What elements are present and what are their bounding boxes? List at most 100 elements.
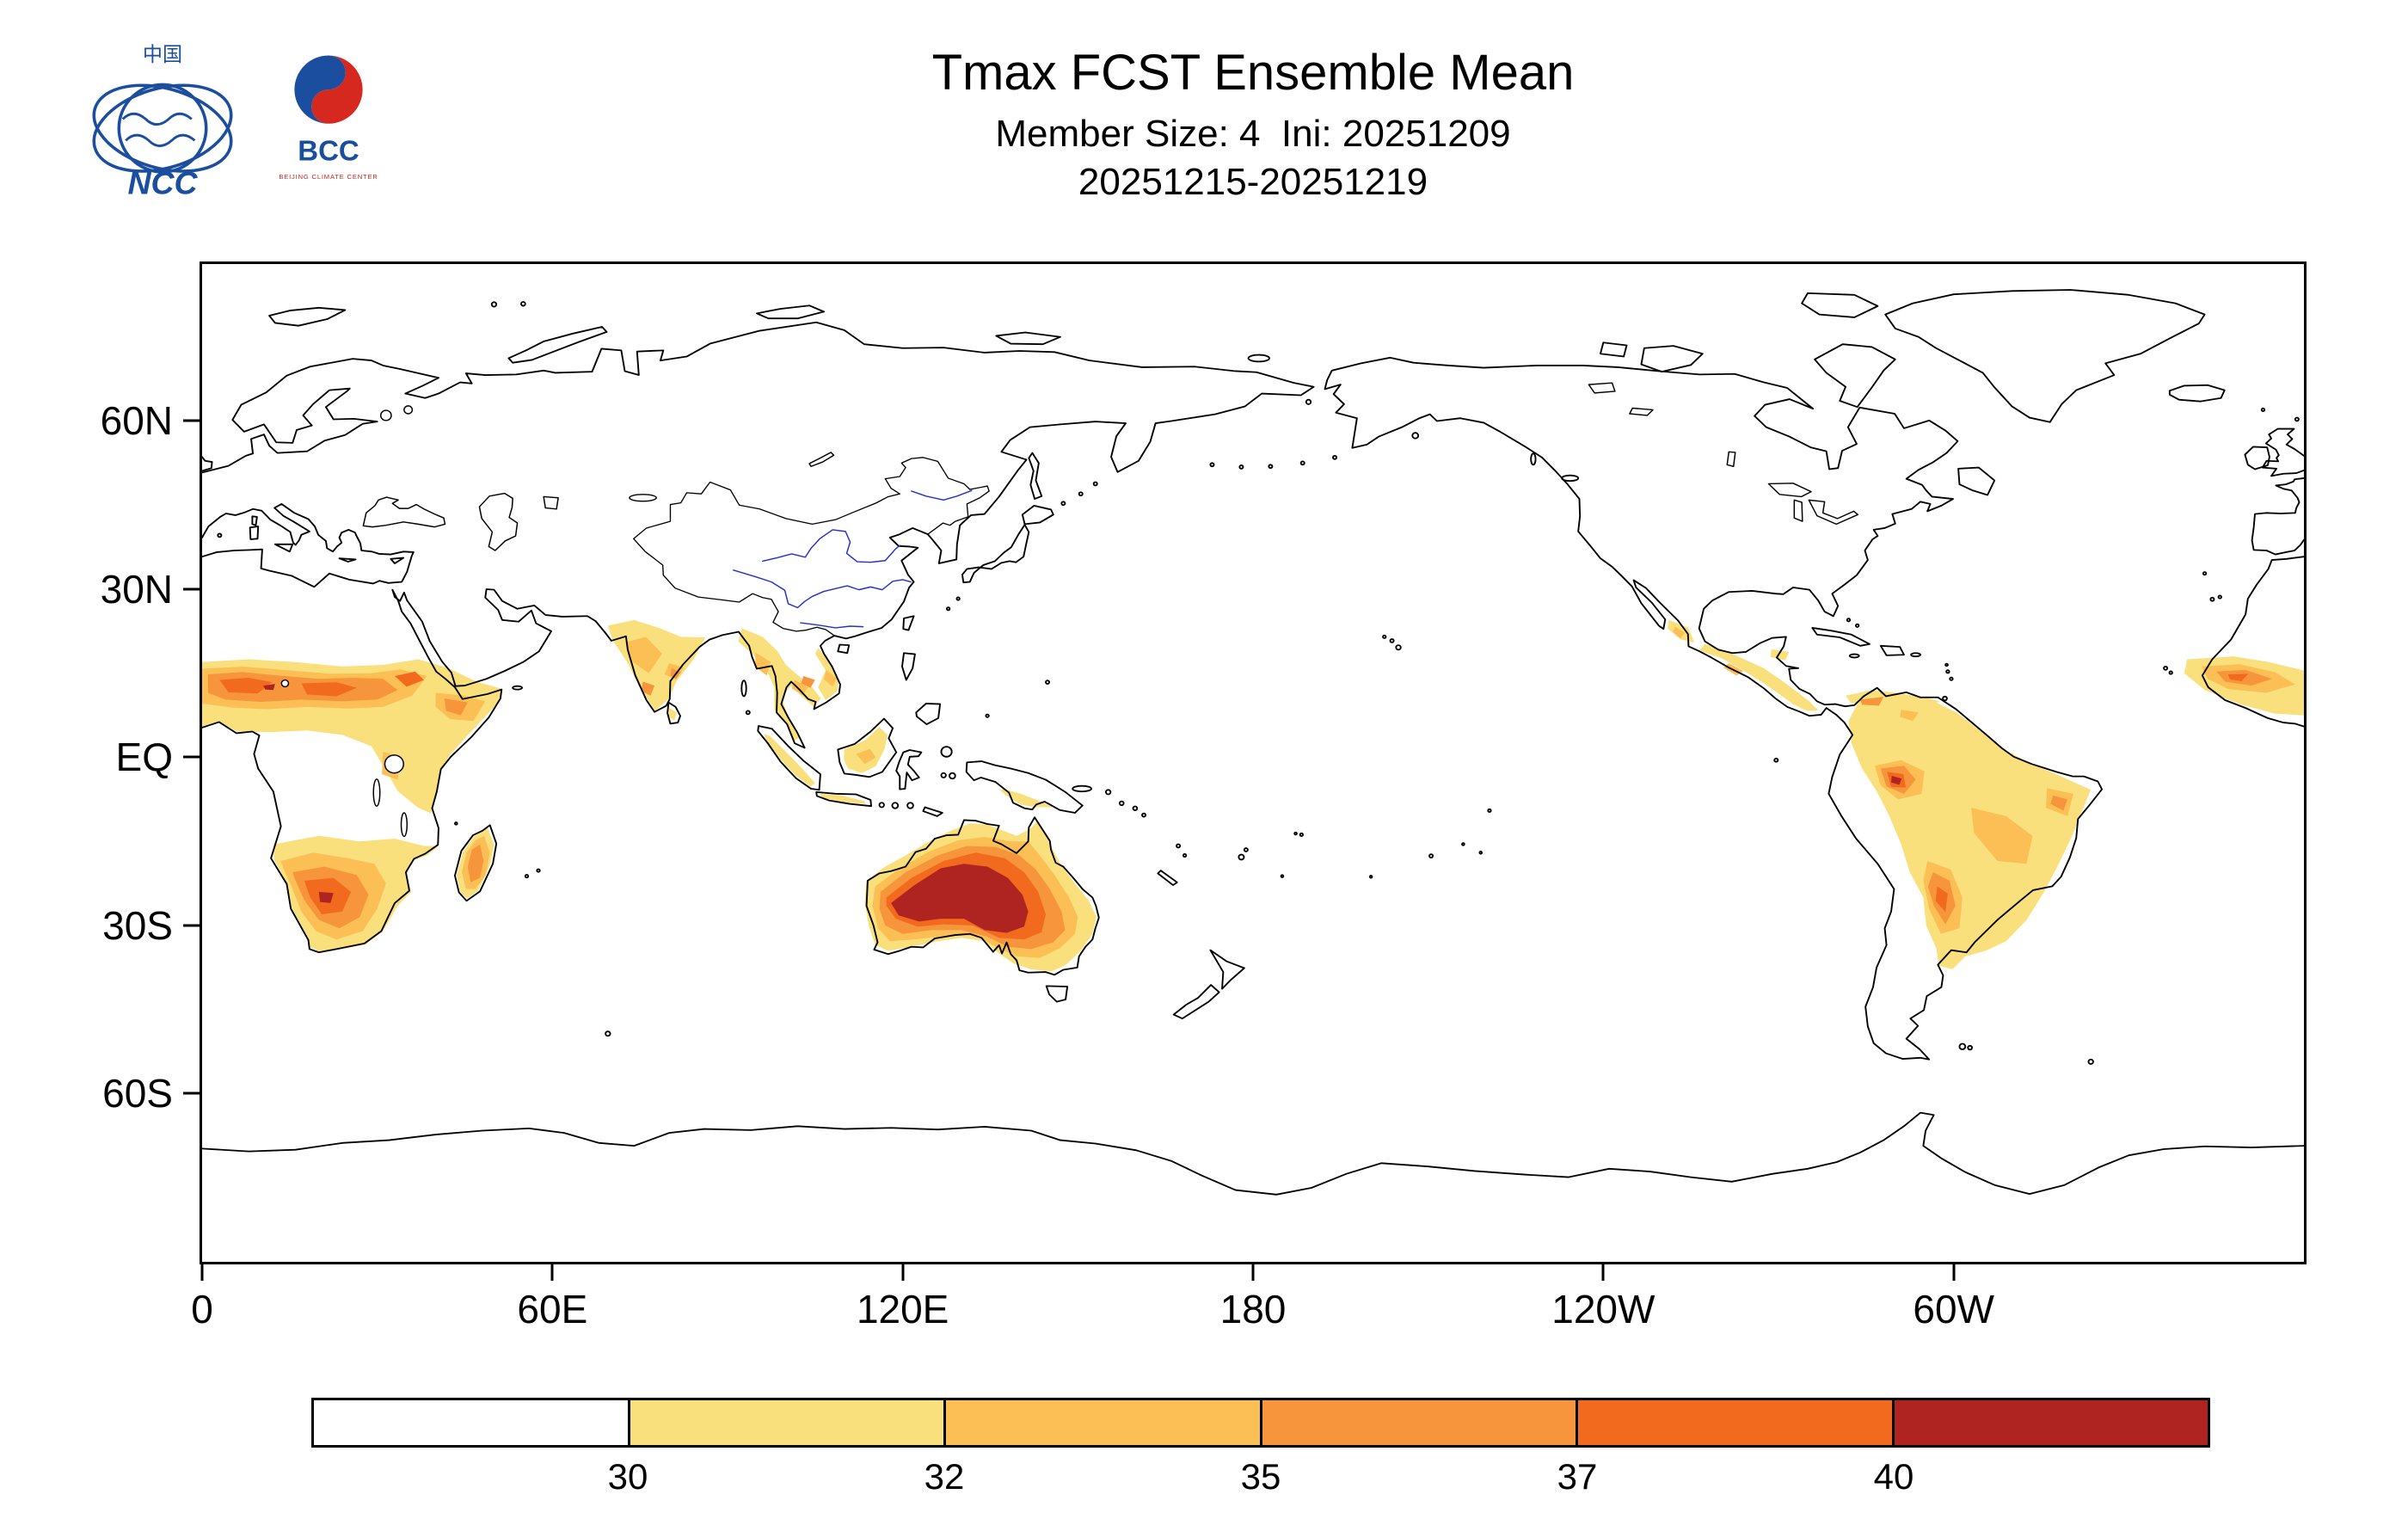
colorbar — [311, 1398, 2210, 1448]
lake-malawi — [400, 812, 408, 838]
china-border — [633, 457, 990, 637]
newfoundland — [1957, 466, 1996, 496]
lakes — [280, 382, 1859, 838]
yellow-river — [761, 529, 901, 563]
small-islands — [217, 301, 2300, 1065]
svalbard — [268, 306, 347, 327]
severnaya-zemlya — [755, 304, 825, 320]
lake-victoria — [384, 754, 404, 774]
x-tick-label-0: 0 — [191, 1287, 213, 1331]
lake-tanganyika — [372, 778, 381, 807]
americas-coast — [1324, 356, 2104, 1061]
hokkaido — [1021, 504, 1054, 526]
colorbar-tick-label-40: 40 — [1873, 1456, 1914, 1497]
hispaniola — [1879, 644, 1905, 656]
wrangel-island — [1247, 354, 1270, 363]
colorbar-segment-1 — [627, 1400, 943, 1445]
x-tick-label-120E: 120E — [856, 1287, 949, 1331]
y-tick-label-EQ: EQ — [115, 735, 173, 780]
chart-valid-period: 20251215-20251219 — [1078, 161, 1428, 204]
sicily — [273, 543, 294, 553]
great-slave-lake — [1629, 407, 1654, 416]
ellesmere-island — [1801, 292, 1879, 318]
aral-sea — [543, 495, 559, 510]
colorbar-tick-label-37: 37 — [1557, 1456, 1598, 1497]
x-tick-mark — [901, 1264, 905, 1281]
new-guinea — [965, 760, 1084, 814]
y-tick-mark — [183, 924, 200, 927]
taiwan — [902, 615, 915, 631]
songhua-river — [911, 489, 973, 501]
madagascar — [454, 824, 498, 902]
ireland — [2244, 446, 2270, 470]
x-tick-label-180: 180 — [1219, 1287, 1287, 1331]
iberia-france-coast — [2251, 477, 2304, 556]
sumatra — [757, 725, 821, 791]
chart-title: Tmax FCST Ensemble Mean — [931, 45, 1575, 101]
ncc-country-text: 中国 — [143, 43, 182, 65]
y-tick-mark — [183, 419, 200, 422]
lake-ladoga — [379, 409, 392, 421]
y-tick-label-30S: 30S — [102, 902, 173, 948]
yangtze-river — [733, 569, 912, 609]
crete — [338, 557, 357, 563]
colorbar-labels: 30 32 35 37 40 — [311, 1448, 2210, 1499]
lake-onega — [403, 405, 414, 415]
lake-balkhash — [629, 494, 657, 502]
new-zealand-north — [1209, 949, 1245, 990]
britain-left-edge — [202, 456, 213, 472]
shading-level-1 — [202, 619, 2304, 972]
bcc-caption-text: BEIJING CLIMATE CENTER — [279, 173, 378, 181]
world-map — [202, 289, 2304, 1196]
sardinia — [249, 526, 260, 540]
australia-coast — [865, 816, 1100, 976]
new-siberian-islands — [995, 331, 1061, 346]
colorbar-segment-2 — [943, 1400, 1260, 1445]
sulawesi — [895, 749, 923, 790]
x-tick-mark — [200, 1264, 204, 1281]
sri-lanka — [666, 701, 681, 725]
britain-right-edge — [2261, 427, 2304, 477]
x-tick-label-120W: 120W — [1551, 1287, 1656, 1331]
lake-baikal — [808, 452, 835, 467]
timor — [922, 806, 943, 817]
rivers — [733, 489, 973, 629]
y-tick-label-60N: 60N — [100, 398, 173, 444]
baffin-island — [1814, 343, 1896, 409]
greenland-coast — [1884, 289, 2206, 423]
banks-island — [1599, 341, 1628, 358]
lakes-huron-erie-ontario — [1808, 499, 1859, 526]
victoria-island — [1640, 345, 1704, 373]
pearl-river — [800, 622, 864, 629]
hainan — [837, 643, 851, 655]
x-tick-label-60W: 60W — [1913, 1287, 1994, 1331]
colorbar-segment-5 — [1891, 1400, 2208, 1445]
mindanao — [915, 703, 942, 725]
bcc-abbr-text: BCC — [298, 135, 359, 167]
antarctica-coast — [202, 1111, 2304, 1196]
sakhalin — [1028, 452, 1043, 500]
ncc-logo: 中国 NCC — [92, 43, 233, 201]
corsica — [251, 515, 258, 526]
x-tick-mark — [1251, 1264, 1255, 1281]
y-tick-mark — [183, 755, 200, 759]
new-zealand-south — [1172, 984, 1220, 1020]
caspian-sea — [478, 492, 519, 551]
colorbar-segment-3 — [1259, 1400, 1576, 1445]
y-tick-mark — [183, 587, 200, 591]
novaya-zemlya — [507, 326, 608, 364]
title-block: Tmax FCST Ensemble Mean Member Size: 4 I… — [200, 45, 2307, 205]
bcc-logo: BCC BEIJING CLIMATE CENTER — [279, 55, 378, 181]
cuba — [1811, 627, 1870, 647]
cyprus — [390, 557, 405, 564]
eurasia-africa-coast — [202, 321, 1315, 954]
colorbar-tick-label-32: 32 — [924, 1456, 965, 1497]
y-tick-label-30N: 30N — [100, 566, 173, 612]
x-tick-label-60E: 60E — [517, 1287, 588, 1331]
mediterranean-coast — [202, 503, 415, 588]
shading-level-5 — [263, 684, 1902, 933]
lake-michigan — [1793, 499, 1803, 522]
java — [815, 790, 872, 808]
ncc-globe-icon — [92, 83, 233, 174]
